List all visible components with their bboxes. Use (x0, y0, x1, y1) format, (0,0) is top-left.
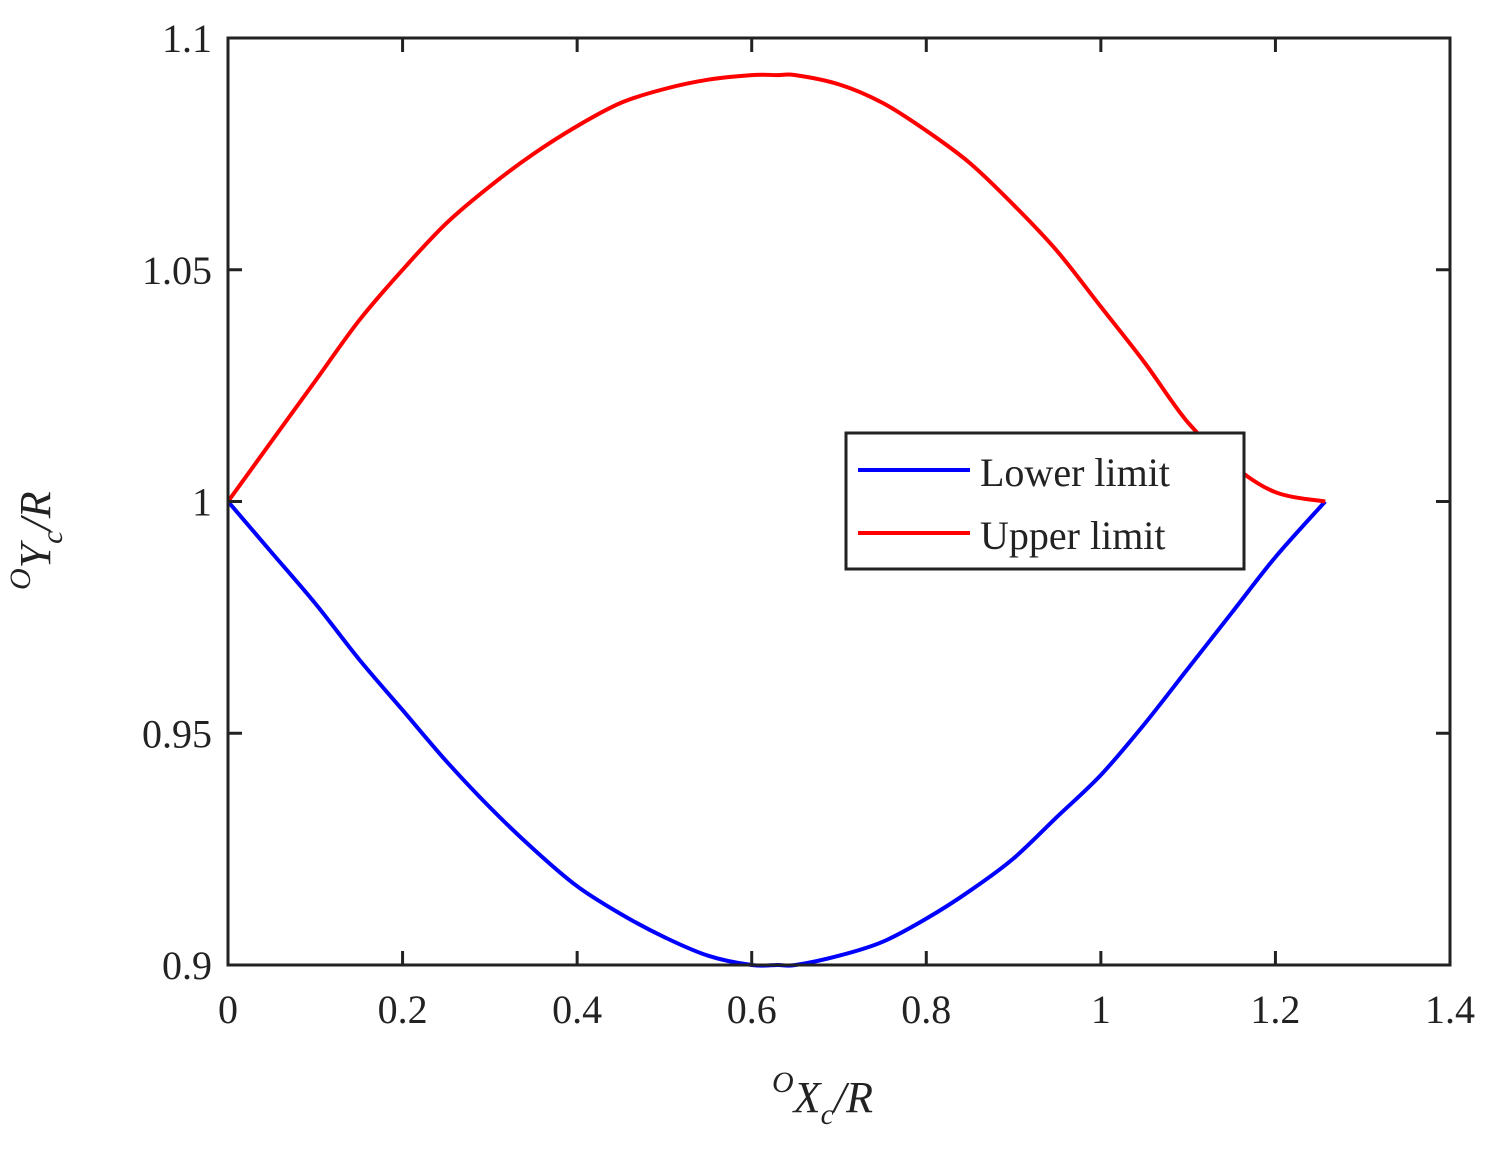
x-tick-label: 0.2 (378, 987, 428, 1032)
x-axis-label-sub: c (821, 1098, 834, 1131)
y-axis-label-sup: O (4, 568, 37, 590)
x-tick-label: 1.4 (1425, 987, 1475, 1032)
x-tick-label: 0.6 (727, 987, 777, 1032)
x-tick-label: 0.8 (901, 987, 951, 1032)
x-axis-label-main: X (792, 1073, 823, 1122)
y-axis-label-main: Y (11, 539, 60, 568)
x-tick-label: 0 (218, 987, 238, 1032)
y-axis-label-sub: c (36, 531, 69, 544)
legend-label-lower-limit: Lower limit (980, 450, 1170, 495)
y-tick-label: 1.1 (162, 16, 212, 61)
x-axis-label-sup: O (772, 1066, 794, 1099)
legend: Lower limit Upper limit (844, 431, 1246, 571)
x-tick-label: 1 (1091, 987, 1111, 1032)
x-axis-label: OXc/R (772, 1066, 873, 1131)
y-tick-label: 0.9 (162, 943, 212, 988)
legend-box (844, 431, 1246, 571)
tick-layer: 0 0.2 0.4 0.6 0.8 1 1.2 1.4 0.9 0.95 1 1.05 1.1 (142, 16, 1475, 1032)
series-line-upper-limit (226, 72, 1326, 504)
y-axis-label-suffix: /R (11, 491, 60, 533)
plot-background (228, 38, 1450, 965)
legend-label-upper-limit: Upper limit (980, 513, 1166, 558)
x-axis-label-suffix: /R (831, 1073, 873, 1122)
y-tick-label: 0.95 (142, 711, 212, 756)
x-tick-label: 0.4 (552, 987, 602, 1032)
y-tick-label: 1 (192, 480, 212, 525)
y-axis-label: OYc/R (4, 491, 69, 590)
y-tick-label: 1.05 (142, 248, 212, 293)
x-tick-label: 1.2 (1250, 987, 1300, 1032)
